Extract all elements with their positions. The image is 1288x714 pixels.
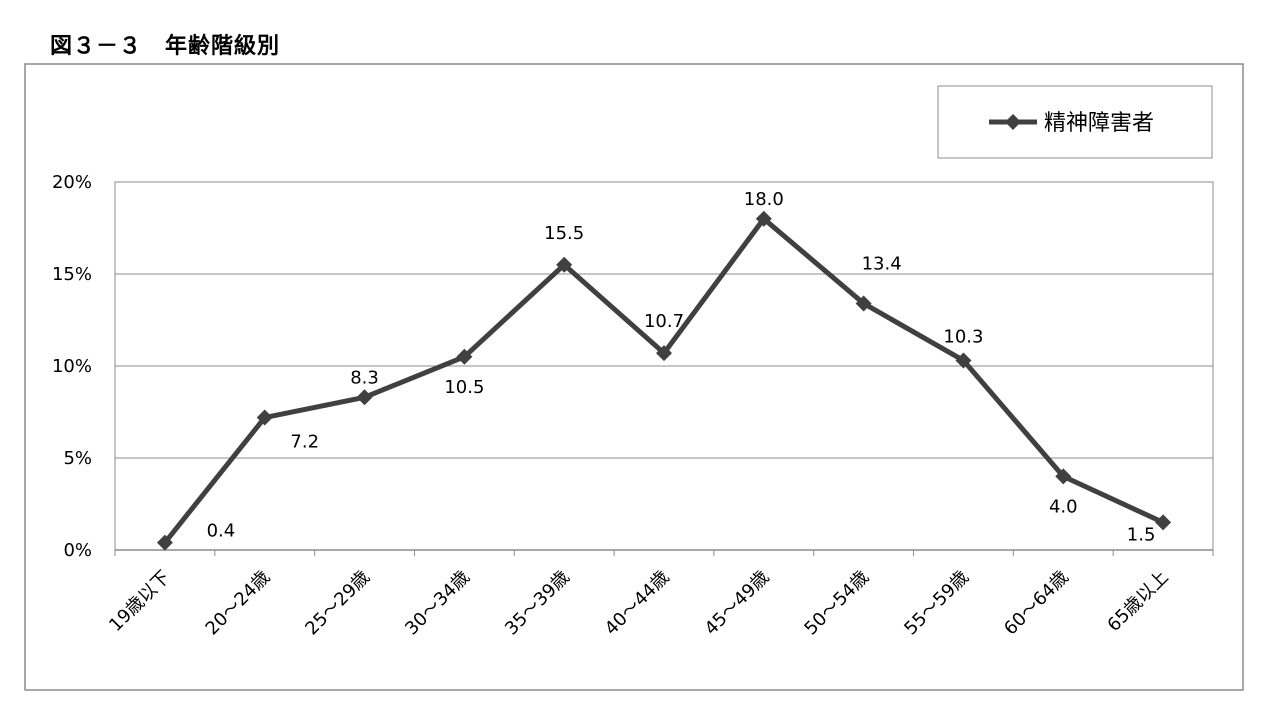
data-point-marker [256, 409, 273, 426]
data-point-marker [855, 295, 872, 312]
data-labels: 0.4 7.2 8.3 10.5 15.5 10.7 18.0 13.4 10.3 4.0 1.5 [207, 189, 1156, 546]
data-point-marker [456, 348, 473, 365]
data-point-marker [1055, 468, 1072, 485]
legend-label: 精神障害者 [1044, 111, 1154, 136]
data-label: 4.0 [1049, 496, 1078, 517]
y-tick-label: 15% [52, 264, 92, 285]
data-point-marker [755, 210, 772, 227]
data-label: 13.4 [862, 253, 902, 274]
data-label: 1.5 [1127, 524, 1156, 545]
y-tick-label: 20% [52, 172, 92, 193]
data-label: 10.3 [943, 326, 983, 347]
data-label: 10.7 [644, 311, 684, 332]
data-label: 10.5 [444, 377, 484, 398]
y-axis: 0% 5% 10% 15% 20% [52, 172, 92, 561]
data-point-marker [1155, 514, 1172, 531]
data-point-marker [156, 534, 173, 551]
data-point-marker [356, 389, 373, 406]
data-label: 18.0 [744, 189, 784, 210]
legend: 精神障害者 [937, 85, 1213, 159]
data-point-marker [656, 345, 672, 362]
series-group [156, 210, 1172, 551]
y-tick-label: 10% [52, 356, 92, 377]
y-tick-label: 5% [63, 448, 92, 469]
y-tick-label: 0% [63, 540, 92, 561]
data-label: 8.3 [350, 367, 379, 388]
data-label: 0.4 [207, 521, 236, 542]
data-point-marker [556, 256, 573, 273]
data-point-marker [955, 352, 972, 369]
legend-box [937, 85, 1213, 159]
figure-title: 図３－３ 年齢階級別 [50, 34, 281, 59]
data-label: 15.5 [544, 223, 584, 244]
data-label: 7.2 [290, 432, 319, 453]
legend-marker-icon [1005, 114, 1021, 130]
